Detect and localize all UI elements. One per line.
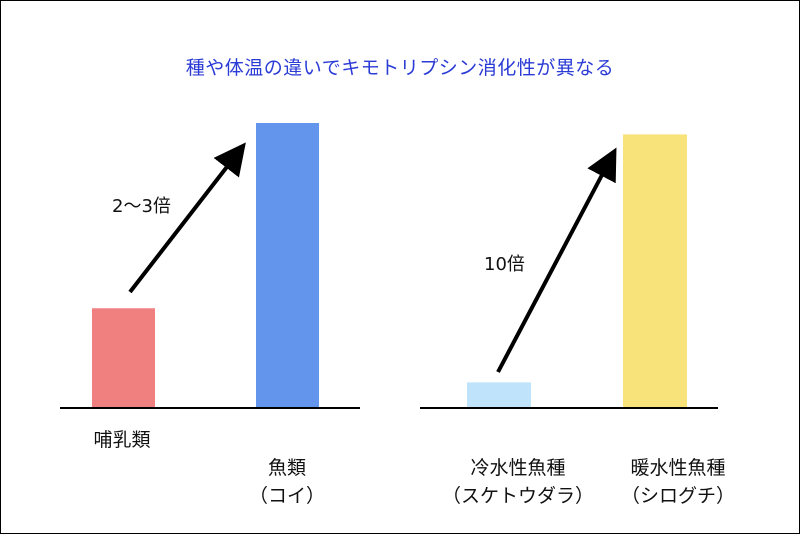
- chart-title: 種や体温の違いでキモトリプシン消化性が異なる: [185, 57, 615, 79]
- category-label-coldwater: 冷水性魚種 （スケトウダラ）: [418, 426, 618, 510]
- bar-1-0: [467, 382, 531, 408]
- category-text: 哺乳類: [93, 429, 151, 451]
- bar-0-0: [92, 308, 155, 408]
- annotation-ratio-right: 10倍: [484, 254, 525, 275]
- category-text: 魚類 （コイ）: [248, 457, 325, 507]
- category-label-warmwater: 暖水性魚種 （シログチ）: [578, 426, 778, 510]
- category-text: 冷水性魚種 （スケトウダラ）: [441, 457, 594, 507]
- category-label-mammal: 哺乳類: [62, 426, 182, 454]
- annotation-ratio-left: 2～3倍: [112, 196, 171, 217]
- increase-arrow-1: [496, 147, 617, 373]
- bar-1-1: [623, 134, 687, 408]
- bar-0-1: [256, 123, 319, 408]
- category-text: 暖水性魚種 （シログチ）: [620, 457, 735, 507]
- increase-arrow-0: [128, 142, 246, 294]
- category-label-fish: 魚類 （コイ）: [207, 426, 367, 510]
